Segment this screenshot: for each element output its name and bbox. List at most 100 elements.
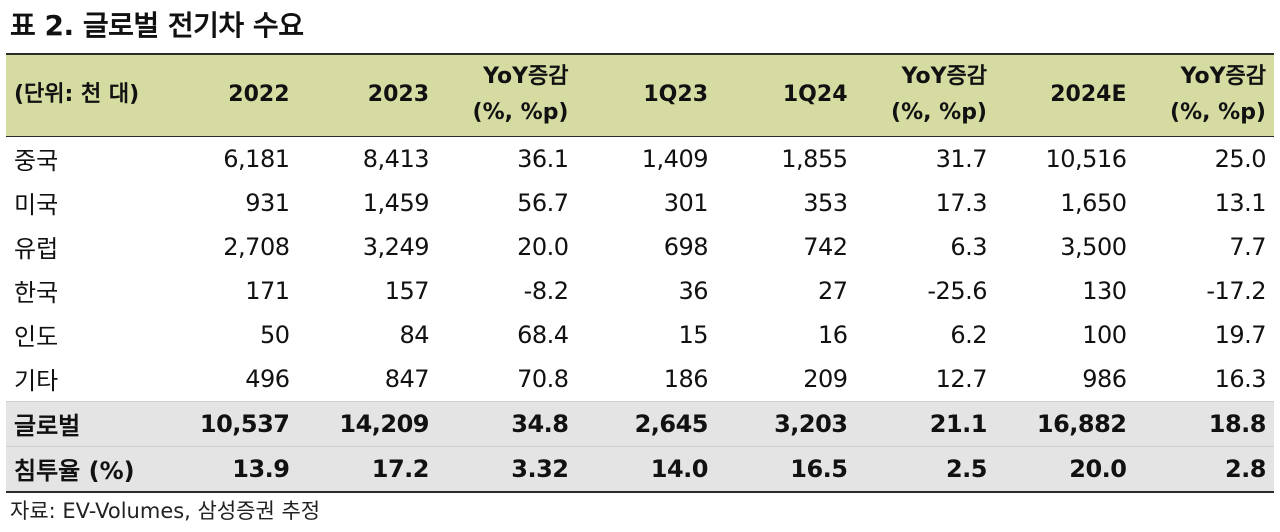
column-header-yoy-annual: YoY증감 (%, %p) [437, 53, 577, 137]
table-body: 중국 6,181 8,413 36.1 1,409 1,855 31.7 10,… [6, 136, 1274, 493]
table-row-korea: 한국 171 157 -8.2 36 27 -25.6 130 -17.2 [6, 269, 1274, 313]
table-cell: 25.0 [1214, 144, 1267, 173]
table-cell: 17.3 [935, 188, 988, 217]
column-header-2023: 2023 [297, 53, 437, 137]
table-cell: 3,203 [716, 400, 856, 446]
table-row-penetration-rate: 침투율 (%) 13.9 17.2 3.32 14.0 16.5 2.5 20.… [6, 445, 1274, 493]
table-cell: 36.1 [517, 144, 569, 173]
table-cell: 2,708 [223, 232, 290, 261]
table-cell: 1,409 [641, 144, 709, 173]
table-cell: 16.3 [1214, 364, 1267, 393]
table-cell: 698 [663, 232, 709, 261]
table-cell: 84 [399, 320, 429, 349]
table-cell: 16.5 [716, 445, 856, 493]
table-cell: 10,516 [1045, 144, 1127, 173]
table-cell: 931 [245, 188, 290, 217]
table-cell: -25.6 [927, 276, 987, 305]
column-header-line1: YoY증감 [901, 64, 987, 90]
table-cell: 17.2 [297, 445, 437, 493]
table-cell: 100 [1082, 320, 1127, 349]
column-header-yoy-quarterly: YoY증감 (%, %p) [855, 53, 995, 137]
table-cell: 986 [1082, 364, 1127, 393]
table-cell: -8.2 [523, 276, 569, 305]
table-cell: 186 [663, 364, 709, 393]
table-cell: 36 [678, 276, 708, 305]
table-cell: 1,459 [362, 188, 430, 217]
ev-demand-table: (단위: 천 대) 2022 2023 YoY증감 (%, %p) 1Q23 1Q… [6, 53, 1274, 493]
table-row-china: 중국 6,181 8,413 36.1 1,409 1,855 31.7 10,… [6, 136, 1274, 181]
unit-label-header: (단위: 천 대) [6, 53, 158, 137]
column-header-line1: 2023 [367, 82, 429, 108]
table-cell: 31.7 [935, 144, 988, 173]
table-cell: 12.7 [935, 364, 988, 393]
row-label: 미국 [14, 191, 59, 219]
table-cell: 6.3 [950, 232, 987, 261]
column-header-1q24: 1Q24 [716, 53, 856, 137]
table-cell: 3,249 [362, 232, 430, 261]
table-cell: 301 [663, 188, 709, 217]
table-cell: 496 [245, 364, 290, 393]
table-cell: 14.0 [576, 445, 716, 493]
table-row-india: 인도 50 84 68.4 15 16 6.2 100 19.7 [6, 313, 1274, 357]
table-cell: 16,882 [995, 400, 1135, 446]
table-cell: 171 [245, 276, 290, 305]
table-cell: 2.8 [1134, 445, 1274, 493]
table-cell: 19.7 [1214, 320, 1267, 349]
table-cell: 70.8 [517, 364, 569, 393]
table-cell: 15 [678, 320, 708, 349]
column-header-line2: (%, %p) [472, 100, 569, 126]
column-header-line1: 2022 [228, 82, 290, 108]
column-header-line1: 1Q23 [643, 82, 708, 108]
table-row-europe: 유럽 2,708 3,249 20.0 698 742 6.3 3,500 7.… [6, 225, 1274, 269]
table-cell: 27 [817, 276, 848, 305]
column-header-line2: (%, %p) [1170, 100, 1266, 126]
ev-demand-table-container: (단위: 천 대) 2022 2023 YoY증감 (%, %p) 1Q23 1Q… [6, 53, 1274, 493]
row-label: 인도 [14, 323, 59, 351]
table-cell: 18.8 [1134, 400, 1274, 446]
column-header-2022: 2022 [158, 53, 298, 137]
table-cell: 2.5 [855, 445, 995, 493]
table-cell: 16 [817, 320, 848, 349]
row-label: 침투율 (%) [6, 445, 158, 493]
table-cell: 20.0 [517, 232, 569, 261]
table-header: (단위: 천 대) 2022 2023 YoY증감 (%, %p) 1Q23 1Q… [6, 53, 1274, 137]
row-label: 한국 [14, 279, 59, 307]
column-header-line2: (%, %p) [891, 100, 987, 126]
table-cell: 3.32 [437, 445, 577, 493]
table-cell: 157 [384, 276, 430, 305]
table-cell: 21.1 [855, 400, 995, 446]
header-row: (단위: 천 대) 2022 2023 YoY증감 (%, %p) 1Q23 1Q… [6, 53, 1274, 137]
table-cell: 6.2 [950, 320, 987, 349]
table-cell: 130 [1082, 276, 1127, 305]
column-header-2024e: 2024E [995, 53, 1135, 137]
table-cell: 6,181 [223, 144, 290, 173]
row-label: 중국 [14, 147, 59, 175]
column-header-line1: 1Q24 [782, 82, 848, 108]
column-header-1q23: 1Q23 [576, 53, 716, 137]
table-cell: 1,650 [1060, 188, 1127, 217]
table-cell: 3,500 [1060, 232, 1127, 261]
column-header-line1: YoY증감 [483, 64, 569, 90]
table-cell: 742 [803, 232, 848, 261]
table-cell: 20.0 [995, 445, 1135, 493]
table-cell: 50 [259, 320, 290, 349]
table-cell: -17.2 [1206, 276, 1266, 305]
table-cell: 34.8 [437, 400, 577, 446]
row-label: 유럽 [14, 235, 59, 263]
column-header-line1: 2024E [1050, 82, 1127, 108]
column-header-yoy-forecast: YoY증감 (%, %p) [1134, 53, 1274, 137]
table-row-others: 기타 496 847 70.8 186 209 12.7 986 16.3 [6, 357, 1274, 402]
table-cell: 8,413 [362, 144, 430, 173]
table-cell: 56.7 [517, 188, 569, 217]
row-label: 글로벌 [6, 400, 158, 446]
table-title: 표 2. 글로벌 전기차 수요 [10, 9, 304, 42]
table-cell: 847 [384, 364, 430, 393]
table-cell: 1,855 [781, 144, 848, 173]
table-cell: 10,537 [158, 400, 298, 446]
row-label: 기타 [14, 367, 59, 395]
table-cell: 13.9 [158, 445, 298, 493]
table-cell: 14,209 [297, 400, 437, 446]
source-note: 자료: EV-Volumes, 삼성증권 추정 [10, 499, 321, 523]
table-cell: 7.7 [1229, 232, 1266, 261]
table-row-usa: 미국 931 1,459 56.7 301 353 17.3 1,650 13.… [6, 181, 1274, 225]
